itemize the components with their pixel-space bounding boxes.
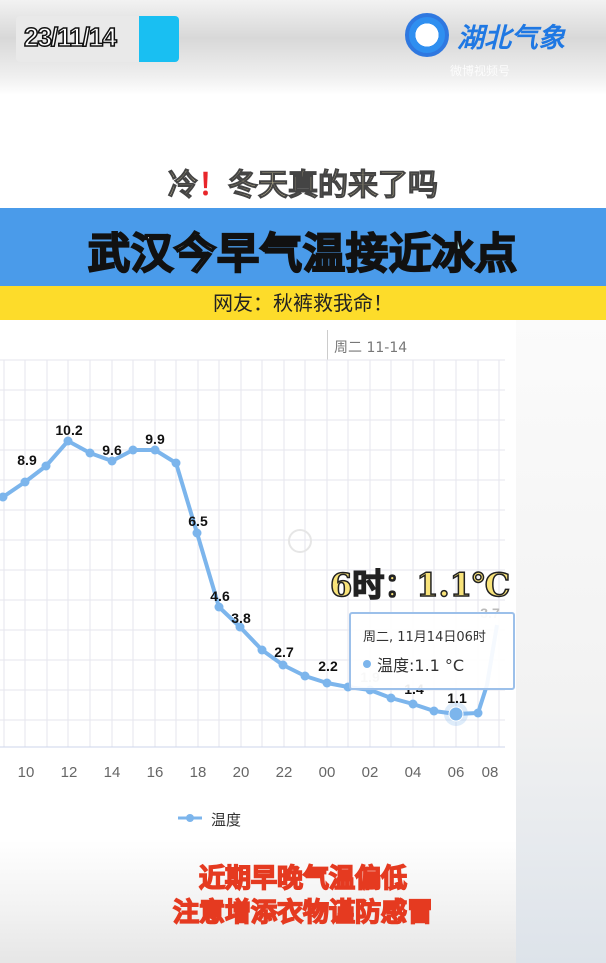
svg-text:10.2: 10.2 [55,422,82,438]
tooltip-value: 温度:1.1 °C [363,652,464,676]
highlighted-point [448,706,464,722]
subtitle: 网友：秋裤救我命！ [213,291,393,315]
svg-text:3.8: 3.8 [231,610,251,626]
data-points [0,436,483,726]
background-blur-right [516,320,606,963]
svg-text:02: 02 [362,764,379,781]
main-title-banner: 武汉今早气温接近冰点 [0,208,606,286]
legend[interactable] [178,814,202,822]
date-badge: 23/11/14 [16,16,179,62]
grid [0,359,505,747]
brand-logo: 湖北气象 [405,13,565,57]
svg-text:12: 12 [61,764,78,781]
svg-text:9.6: 9.6 [102,442,122,458]
svg-text:08: 08 [482,764,499,781]
footer-line-2: 注意增添衣物谨防感冒 [172,897,434,929]
watermark: 微博视频号 [450,64,511,78]
background-blur-bottom [0,840,516,963]
legend-label[interactable]: 温度 [211,811,242,829]
svg-text:10: 10 [18,764,35,781]
day-separator [327,330,328,360]
svg-text:14: 14 [104,764,121,781]
chart-tooltip: 周二, 11月14日06时 温度:1.1 °C [349,612,515,690]
headline-rest: 冬天真的来了吗 [228,168,439,204]
svg-text:9.9: 9.9 [145,431,165,447]
tooltip-title: 周二, 11月14日06时 [363,630,486,645]
day-label: 周二 11-14 [334,340,408,356]
chart-panel [0,320,516,840]
exclamation-icon: ！ [198,168,228,203]
main-title-text: 武汉今早气温接近 [87,228,432,279]
svg-text:8.9: 8.9 [17,452,37,468]
series-dot-icon [363,660,371,668]
svg-text:1.1: 1.1 [447,690,467,706]
top-banner: 23/11/14 湖北气象 微博视频号 [0,0,606,95]
brand-emblem-icon [405,13,449,57]
brand-name: 湖北气象 [457,22,565,54]
footer-line-1: 近期早晚气温偏低 [198,863,408,895]
date-text: 23/11/14 [23,21,117,53]
date-highlight [139,16,179,62]
svg-text:16: 16 [147,764,164,781]
svg-text:00: 00 [319,764,336,781]
svg-text:6.5: 6.5 [188,513,208,529]
svg-text:04: 04 [405,764,422,781]
temperature-callout: 6时：1.1℃ [329,565,511,605]
footer-caption: 近期早晚气温偏低 注意增添衣物谨防感冒 [0,862,606,930]
tooltip-series-label: 温度:1.1 °C [377,656,465,675]
main-title: 武汉今早气温接近冰点 [0,220,606,281]
svg-text:20: 20 [233,764,250,781]
svg-text:22: 22 [276,764,293,781]
svg-text:2.2: 2.2 [318,658,338,674]
temperature-chart: 8.9 10.2 9.6 9.9 6.5 4.6 3.8 2.7 2.2 1.9… [0,359,505,822]
headline: 冷！冬天真的来了吗 [0,160,606,204]
svg-text:18: 18 [190,764,207,781]
replay-icon [288,529,312,553]
main-title-highlight: 冰点 [431,228,519,279]
svg-text:4.6: 4.6 [210,588,230,604]
x-axis-labels: 10 12 14 16 18 20 22 00 02 04 06 08 [18,764,499,781]
svg-text:06: 06 [448,764,465,781]
subtitle-banner: 网友：秋裤救我命！ [0,286,606,320]
headline-prefix: 冷 [168,168,199,204]
svg-text:2.7: 2.7 [274,644,294,660]
